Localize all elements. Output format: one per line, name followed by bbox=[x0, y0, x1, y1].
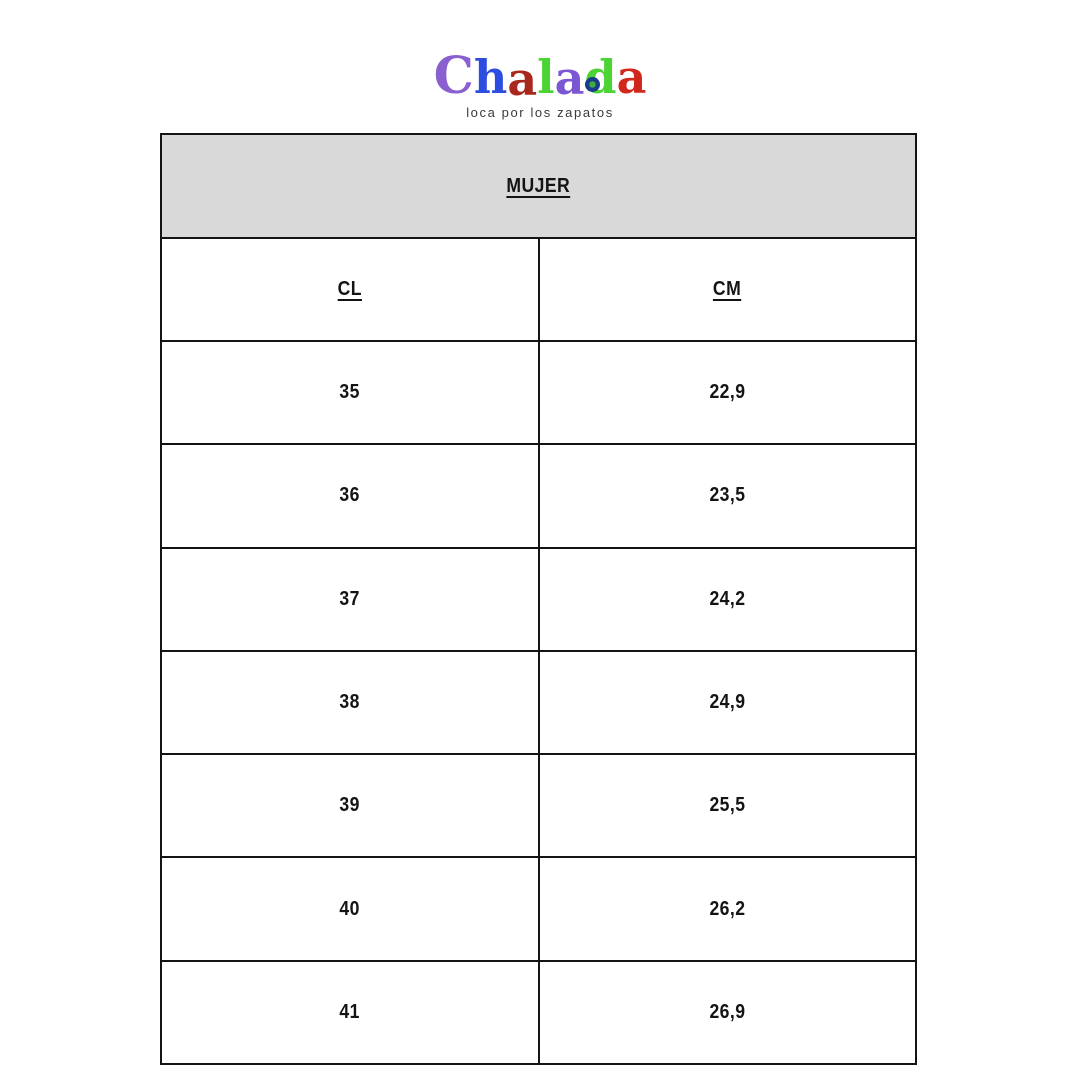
table-row: 38 24,9 bbox=[160, 649, 917, 756]
size-value: 22,9 bbox=[709, 381, 746, 404]
size-cell: 26,9 bbox=[537, 959, 917, 1066]
table-title-cell: MUJER bbox=[160, 133, 917, 239]
table-row: 37 24,2 bbox=[160, 546, 917, 652]
size-value: 36 bbox=[339, 484, 360, 507]
size-cell: 41 bbox=[160, 959, 540, 1066]
size-value: 40 bbox=[339, 897, 360, 920]
size-cell: 26,2 bbox=[537, 856, 917, 962]
size-value: 35 bbox=[339, 381, 360, 404]
size-chart-table: MUJER CL CM 35 22,9 36 23,5 37 24,2 38 24,9 39 25… bbox=[160, 133, 917, 1066]
size-value: 24,2 bbox=[709, 587, 746, 610]
size-rows: 35 22,9 36 23,5 37 24,2 38 24,9 39 25,5 40 26,2 41 26… bbox=[160, 339, 917, 1066]
table-row: 40 26,2 bbox=[160, 856, 917, 962]
logo-letter: l bbox=[537, 50, 555, 104]
table-row: 41 26,9 bbox=[160, 959, 917, 1066]
column-header-cm: CM bbox=[537, 237, 917, 342]
size-value: 37 bbox=[339, 587, 360, 610]
size-cell: 24,2 bbox=[537, 546, 917, 652]
size-value: 38 bbox=[339, 690, 360, 713]
size-cell: 22,9 bbox=[537, 339, 917, 446]
size-cell: 38 bbox=[160, 649, 540, 756]
logo-letter: a bbox=[507, 52, 538, 106]
size-cell: 40 bbox=[160, 856, 540, 962]
table-row: 39 25,5 bbox=[160, 753, 917, 859]
logo-letter: d bbox=[584, 50, 617, 104]
table-row: 35 22,9 bbox=[160, 339, 917, 446]
size-cell: 25,5 bbox=[537, 753, 917, 859]
size-value: 24,9 bbox=[709, 690, 746, 713]
table-title-row: MUJER bbox=[160, 133, 917, 239]
table-title: MUJER bbox=[506, 174, 571, 197]
logo-letter: a bbox=[554, 51, 585, 105]
size-cell: 39 bbox=[160, 753, 540, 859]
size-cell: 37 bbox=[160, 546, 540, 652]
size-cell: 24,9 bbox=[537, 649, 917, 756]
logo-letter: h bbox=[473, 50, 508, 104]
table-header-row: CL CM bbox=[160, 237, 917, 342]
size-value: 25,5 bbox=[709, 794, 746, 817]
size-value: 39 bbox=[339, 794, 360, 817]
column-header-cl-label: CL bbox=[337, 278, 362, 300]
logo-letter: a bbox=[616, 50, 647, 104]
logo-wordmark: Chalada bbox=[0, 45, 1080, 106]
logo-letter: C bbox=[433, 45, 474, 105]
column-header-cm-label: CM bbox=[713, 278, 742, 300]
size-cell: 36 bbox=[160, 443, 540, 549]
column-header-cl: CL bbox=[160, 237, 540, 342]
size-table: MUJER CL CM 35 22,9 36 23,5 37 24,2 38 24,9 39 25… bbox=[160, 133, 917, 1066]
size-cell: 35 bbox=[160, 339, 540, 446]
table-row: 36 23,5 bbox=[160, 443, 917, 549]
size-value: 26,2 bbox=[709, 897, 746, 920]
size-cell: 23,5 bbox=[537, 443, 917, 549]
size-value: 26,9 bbox=[709, 1000, 746, 1023]
logo-tagline: loca por los zapatos bbox=[466, 104, 614, 120]
brand-logo: Chalada loca por los zapatos bbox=[0, 50, 1080, 120]
size-value: 23,5 bbox=[709, 484, 746, 507]
size-value: 41 bbox=[339, 1000, 360, 1023]
